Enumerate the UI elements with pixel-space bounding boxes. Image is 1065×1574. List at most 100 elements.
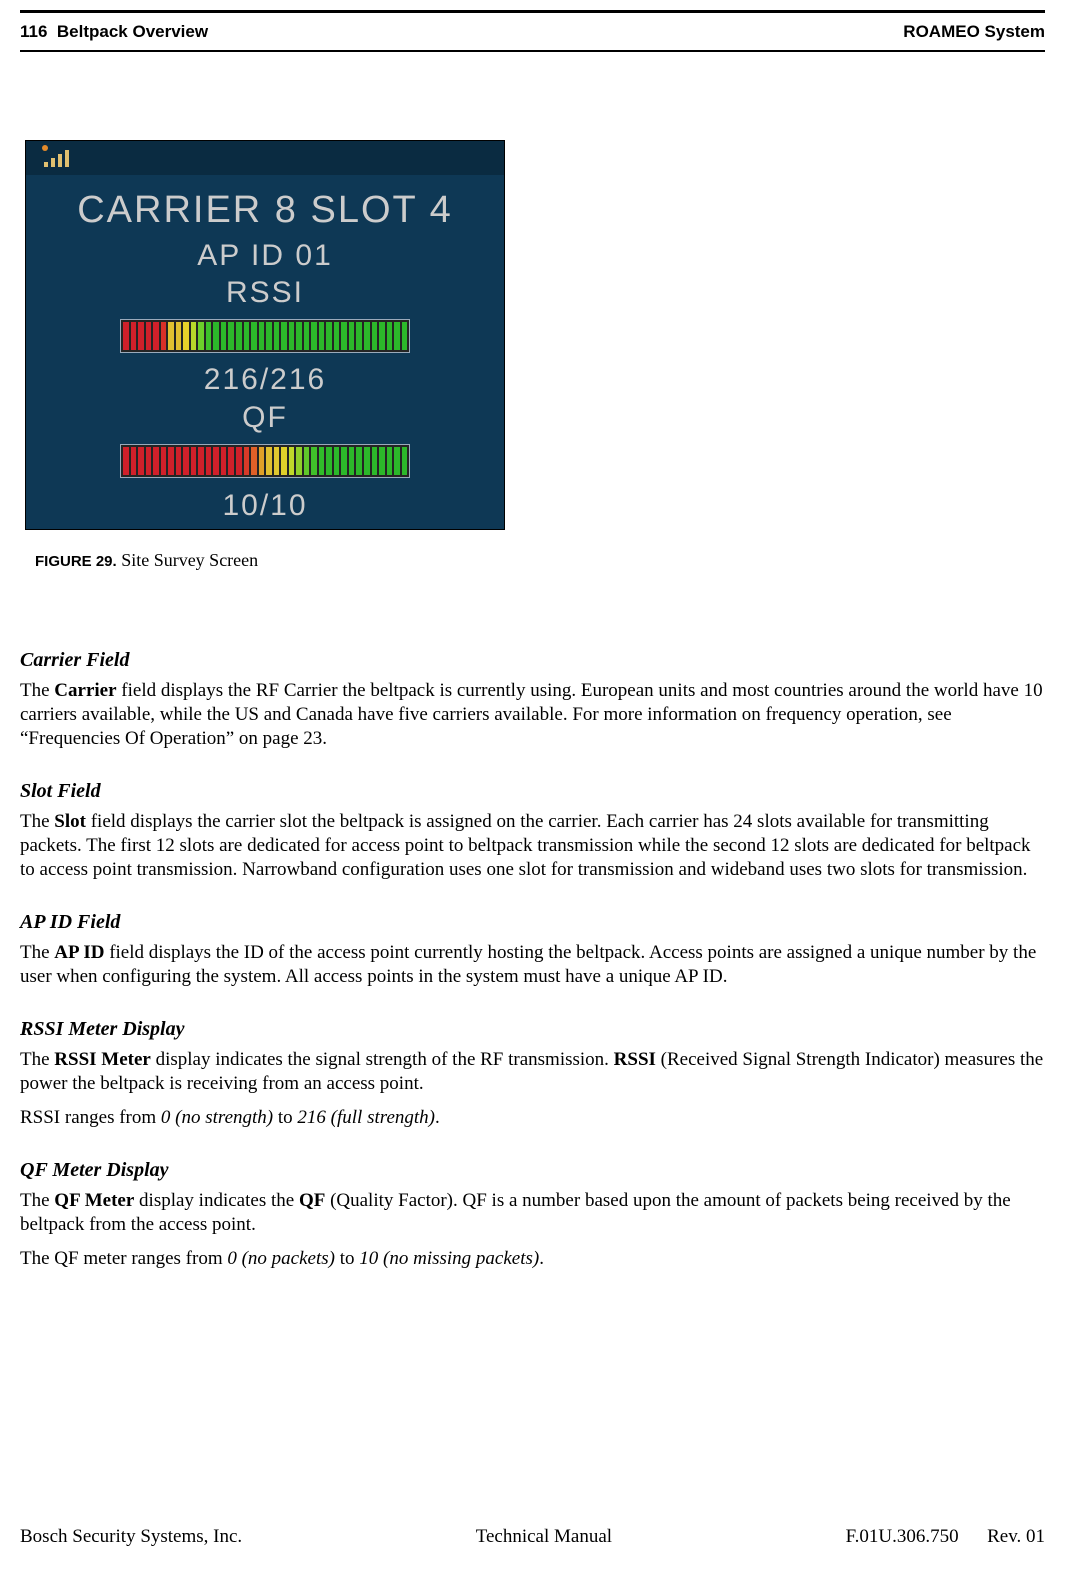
para-rssi-2: RSSI ranges from 0 (no strength) to 216 … bbox=[20, 1106, 1045, 1130]
meter-segment bbox=[311, 447, 317, 475]
t: to bbox=[273, 1107, 297, 1128]
meter-segment bbox=[266, 322, 272, 350]
bold-slot: Slot bbox=[54, 811, 86, 832]
italic-qf-min: 0 (no packets) bbox=[227, 1248, 335, 1269]
meter-segment bbox=[221, 322, 227, 350]
figure-29: CARRIER 8 SLOT 4 AP ID 01 RSSI 216/216 Q… bbox=[25, 140, 505, 530]
meter-segment bbox=[191, 447, 197, 475]
t: field displays the ID of the access poin… bbox=[20, 942, 1036, 987]
bold-qf: QF bbox=[299, 1190, 325, 1211]
meter-segment bbox=[183, 447, 189, 475]
para-apid-1: The AP ID field displays the ID of the a… bbox=[20, 941, 1045, 989]
meter-segment bbox=[326, 447, 332, 475]
meter-segment bbox=[319, 447, 325, 475]
heading-rssi-meter: RSSI Meter Display bbox=[20, 1017, 1045, 1042]
header-top-rule bbox=[20, 10, 1045, 13]
meter-segment bbox=[123, 322, 129, 350]
meter-segment bbox=[153, 447, 159, 475]
t: field displays the carrier slot the belt… bbox=[20, 811, 1031, 880]
meter-segment bbox=[153, 322, 159, 350]
meter-segment bbox=[394, 447, 400, 475]
meter-segment bbox=[198, 322, 204, 350]
body-text: Carrier Field The Carrier field displays… bbox=[20, 620, 1045, 1281]
meter-segment bbox=[206, 322, 212, 350]
device-status-bar bbox=[26, 141, 504, 175]
para-slot-1: The Slot field displays the carrier slot… bbox=[20, 810, 1045, 882]
meter-segment bbox=[402, 322, 408, 350]
device-screen: CARRIER 8 SLOT 4 AP ID 01 RSSI 216/216 Q… bbox=[25, 140, 505, 530]
footer-right: F.01U.306.750 Rev. 01 bbox=[846, 1526, 1045, 1548]
device-line-qf-value: 10/10 bbox=[26, 489, 504, 523]
meter-segment bbox=[131, 447, 137, 475]
meter-segment bbox=[341, 447, 347, 475]
footer-docnum: F.01U.306.750 bbox=[846, 1526, 959, 1547]
heading-slot-field: Slot Field bbox=[20, 779, 1045, 804]
meter-segment bbox=[281, 447, 287, 475]
italic-qf-max: 10 (no missing packets) bbox=[359, 1248, 539, 1269]
meter-segment bbox=[304, 447, 310, 475]
italic-rssi-max: 216 (full strength) bbox=[297, 1107, 435, 1128]
footer-company: Bosch Security Systems, Inc. bbox=[20, 1526, 242, 1548]
meter-segment bbox=[213, 447, 219, 475]
meter-segment bbox=[364, 447, 370, 475]
meter-segment bbox=[131, 322, 137, 350]
bold-qf-meter: QF Meter bbox=[54, 1190, 134, 1211]
meter-segment bbox=[138, 322, 144, 350]
meter-segment bbox=[168, 447, 174, 475]
heading-qf-meter: QF Meter Display bbox=[20, 1158, 1045, 1183]
meter-segment bbox=[319, 322, 325, 350]
t: The QF meter ranges from bbox=[20, 1248, 227, 1269]
meter-segment bbox=[379, 322, 385, 350]
figure-caption-text: Site Survey Screen bbox=[121, 550, 258, 570]
device-line-carrier-slot: CARRIER 8 SLOT 4 bbox=[26, 189, 504, 232]
meter-segment bbox=[191, 322, 197, 350]
bold-rssi: RSSI bbox=[614, 1049, 656, 1070]
meter-segment bbox=[228, 447, 234, 475]
para-carrier-1: The Carrier field displays the RF Carrie… bbox=[20, 679, 1045, 751]
meter-segment bbox=[356, 322, 362, 350]
bold-rssi-meter: RSSI Meter bbox=[54, 1049, 151, 1070]
figure-label: FIGURE 29. bbox=[35, 553, 117, 570]
meter-segment bbox=[146, 322, 152, 350]
italic-rssi-min: 0 (no strength) bbox=[161, 1107, 273, 1128]
t: . bbox=[435, 1107, 440, 1128]
heading-carrier-field: Carrier Field bbox=[20, 648, 1045, 673]
meter-segment bbox=[289, 447, 295, 475]
meter-segment bbox=[251, 322, 257, 350]
device-line-ap-id: AP ID 01 bbox=[26, 239, 504, 273]
header-page-num: 116 bbox=[20, 22, 47, 41]
t: display indicates the signal strength of… bbox=[151, 1049, 614, 1070]
device-line-rssi-value: 216/216 bbox=[26, 363, 504, 397]
heading-apid-field: AP ID Field bbox=[20, 910, 1045, 935]
footer-rev: Rev. 01 bbox=[987, 1526, 1045, 1547]
device-rssi-meter bbox=[120, 319, 410, 353]
device-line-qf-label: QF bbox=[26, 401, 504, 435]
footer-doc-type: Technical Manual bbox=[476, 1526, 612, 1548]
meter-segment bbox=[402, 447, 408, 475]
meter-segment bbox=[168, 322, 174, 350]
meter-segment bbox=[289, 322, 295, 350]
t: The bbox=[20, 680, 54, 701]
para-qf-2: The QF meter ranges from 0 (no packets) … bbox=[20, 1247, 1045, 1271]
meter-segment bbox=[296, 322, 302, 350]
meter-segment bbox=[236, 322, 242, 350]
meter-segment bbox=[206, 447, 212, 475]
meter-segment bbox=[221, 447, 227, 475]
meter-segment bbox=[228, 322, 234, 350]
t: The bbox=[20, 1049, 54, 1070]
meter-segment bbox=[183, 322, 189, 350]
meter-segment bbox=[274, 447, 280, 475]
meter-segment bbox=[274, 322, 280, 350]
meter-segment bbox=[387, 322, 393, 350]
meter-segment bbox=[236, 447, 242, 475]
meter-segment bbox=[326, 322, 332, 350]
t: The bbox=[20, 811, 54, 832]
meter-segment bbox=[123, 447, 129, 475]
meter-segment bbox=[372, 322, 378, 350]
meter-segment bbox=[394, 322, 400, 350]
t: to bbox=[335, 1248, 359, 1269]
meter-segment bbox=[161, 447, 167, 475]
meter-segment bbox=[364, 322, 370, 350]
meter-segment bbox=[379, 447, 385, 475]
meter-segment bbox=[266, 447, 272, 475]
